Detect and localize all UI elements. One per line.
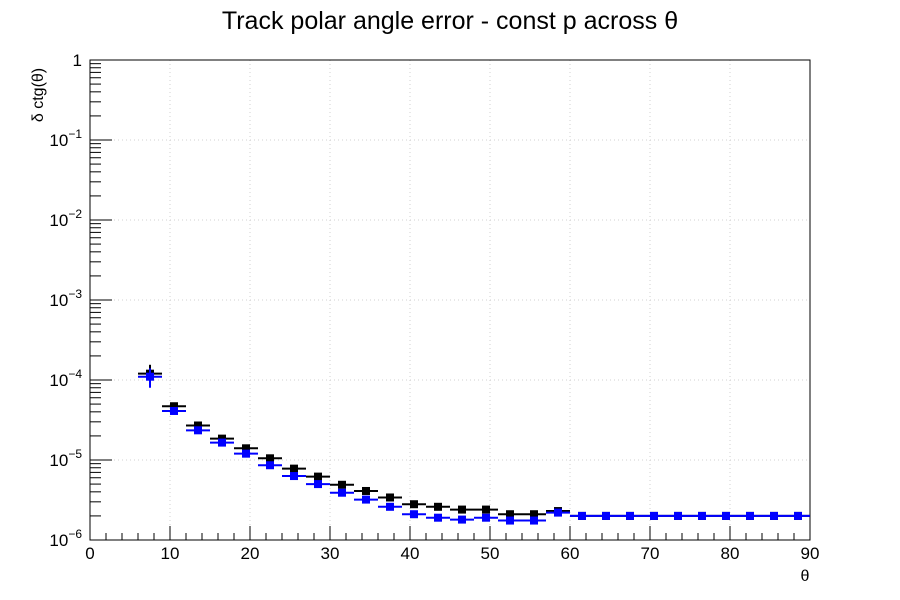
data-point: [458, 505, 466, 514]
x-tick-label: 60: [561, 544, 580, 563]
data-point: [674, 511, 682, 520]
grid: [90, 60, 810, 540]
data-point: [266, 454, 274, 463]
x-tick-label: 80: [721, 544, 740, 563]
data-point: [194, 421, 202, 430]
data-point: [698, 511, 706, 520]
x-tick-label: 50: [481, 544, 500, 563]
series-2: [138, 368, 810, 525]
data-point: [434, 513, 442, 522]
data-point: [482, 505, 490, 514]
data-point: [578, 511, 586, 520]
x-tick-label: 20: [241, 544, 260, 563]
data-point: [146, 372, 154, 381]
data-point: [602, 511, 610, 520]
series-1: [138, 364, 810, 520]
data-point: [626, 511, 634, 520]
data-point: [314, 480, 322, 489]
data-point: [410, 500, 418, 509]
data-point: [290, 464, 298, 473]
data-point: [770, 511, 778, 520]
data-point: [458, 515, 466, 524]
data-point: [506, 516, 514, 525]
data-point: [722, 511, 730, 520]
x-tick-label: 70: [641, 544, 660, 563]
data-point: [410, 510, 418, 519]
data-point: [362, 495, 370, 504]
x-axis-label: θ: [801, 568, 810, 585]
data-point: [218, 438, 226, 447]
data-point: [386, 502, 394, 511]
data-point: [530, 516, 538, 525]
data-point: [386, 493, 394, 502]
x-tick-label: 10: [161, 544, 180, 563]
data-point: [650, 511, 658, 520]
data-point: [530, 510, 538, 519]
data-point: [554, 508, 562, 517]
data-point: [794, 511, 802, 520]
data-point: [746, 511, 754, 520]
x-tick-label: 40: [401, 544, 420, 563]
chart-title: Track polar angle error - const p across…: [222, 7, 678, 35]
data-point: [242, 444, 250, 453]
data-points: [138, 364, 810, 525]
data-point: [506, 510, 514, 519]
x-tick-label: 30: [321, 544, 340, 563]
data-point: [170, 402, 178, 411]
data-point: [290, 472, 298, 481]
data-point: [266, 461, 274, 470]
y-tick-label: 1: [73, 51, 82, 70]
y-tick-label: 10−4: [49, 367, 82, 390]
y-axis-label: δ ctg(θ): [30, 68, 47, 122]
y-tick-label: 10−2: [49, 207, 82, 230]
y-tick-label: 10−3: [49, 287, 82, 310]
y-tick-label: 10−1: [49, 127, 82, 150]
x-tick-label: 0: [85, 544, 94, 563]
y-tick-label: 10−5: [49, 447, 82, 470]
data-point: [434, 502, 442, 511]
x-tick-label: 90: [801, 544, 820, 563]
data-point: [314, 472, 322, 481]
data-point: [194, 426, 202, 435]
data-point: [362, 486, 370, 495]
axis-ticks: 0 10 20 30 40 50 60 70 80 90 10−6 10−5 10−4 10−3 10−2 1…: [49, 51, 819, 563]
data-point: [242, 449, 250, 458]
data-point: [338, 488, 346, 497]
data-point: [482, 513, 490, 522]
data-point: [338, 480, 346, 489]
data-point: [170, 406, 178, 415]
y-tick-label: 10−6: [49, 527, 82, 550]
